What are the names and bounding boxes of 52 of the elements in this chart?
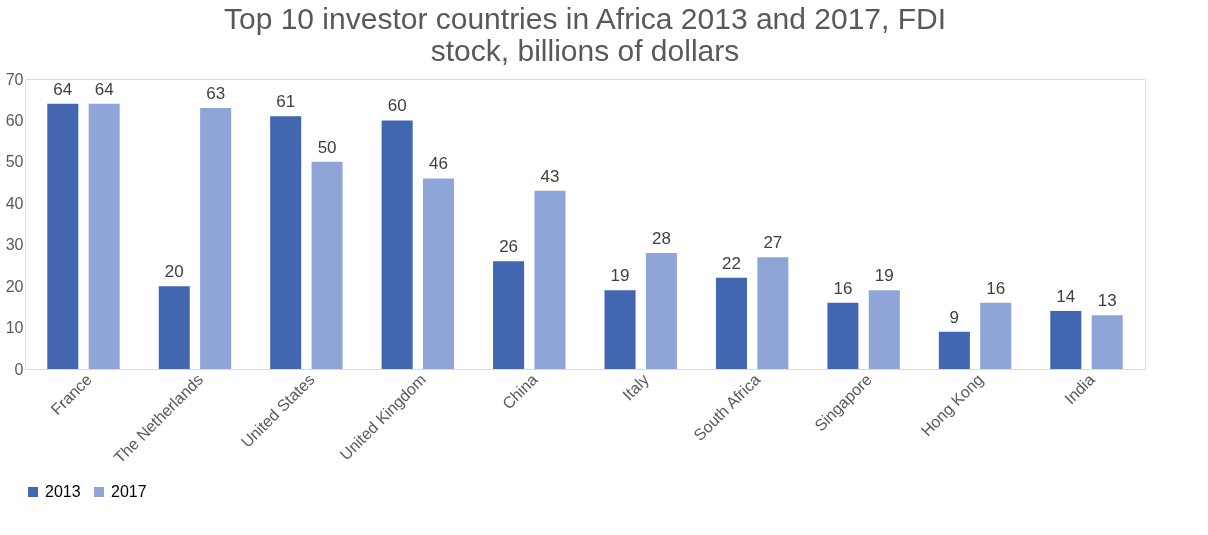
bar <box>158 286 190 369</box>
bar <box>604 290 636 369</box>
bar <box>200 108 232 369</box>
data-label: 46 <box>429 154 448 174</box>
bar <box>868 290 900 369</box>
data-label: 16 <box>833 278 853 298</box>
y-tick-label: 50 <box>5 153 24 171</box>
data-label: 50 <box>317 137 337 157</box>
bar <box>938 331 970 369</box>
bar <box>88 103 120 369</box>
data-label: 43 <box>540 166 560 186</box>
data-label: 63 <box>206 84 226 103</box>
data-label: 28 <box>651 229 671 248</box>
y-tick-label: 60 <box>5 111 24 129</box>
bar <box>757 257 789 369</box>
bar <box>493 261 525 369</box>
bar <box>47 103 79 369</box>
data-label: 61 <box>276 92 296 112</box>
legend-label: 2013 <box>45 483 81 500</box>
data-label: 13 <box>1097 291 1117 311</box>
y-tick-label: 0 <box>14 360 24 378</box>
bar <box>715 277 747 369</box>
bar <box>311 161 343 369</box>
x-tick-label: Italy <box>619 370 653 404</box>
data-label: 26 <box>499 237 519 257</box>
y-tick-label: 10 <box>5 319 24 337</box>
bar <box>270 116 302 369</box>
data-label: 64 <box>94 79 114 99</box>
data-label: 19 <box>874 266 894 286</box>
data-label: 16 <box>986 278 1006 298</box>
data-label: 60 <box>387 96 407 116</box>
data-label: 27 <box>763 233 783 253</box>
bar <box>423 178 455 369</box>
data-label: 19 <box>610 266 630 286</box>
data-label: 64 <box>53 79 73 99</box>
bar <box>534 190 566 369</box>
chart-title: Top 10 investor countries in Africa 2013 and 2017, FDI stock, billions of dollars <box>223 2 947 67</box>
bar <box>645 253 677 369</box>
y-tick-label: 30 <box>5 236 24 254</box>
data-label: 9 <box>949 307 960 327</box>
bar <box>1091 315 1123 369</box>
data-label: 22 <box>722 253 741 273</box>
bar <box>381 120 413 369</box>
data-label: 14 <box>1056 287 1076 306</box>
bar <box>827 302 859 369</box>
bar <box>980 302 1012 369</box>
bar <box>1050 311 1082 369</box>
legend-label: 2017 <box>111 483 147 500</box>
y-tick-label: 20 <box>5 277 24 295</box>
y-tick-label: 70 <box>5 70 24 88</box>
y-tick-label: 40 <box>5 194 24 212</box>
data-label: 20 <box>164 262 184 282</box>
